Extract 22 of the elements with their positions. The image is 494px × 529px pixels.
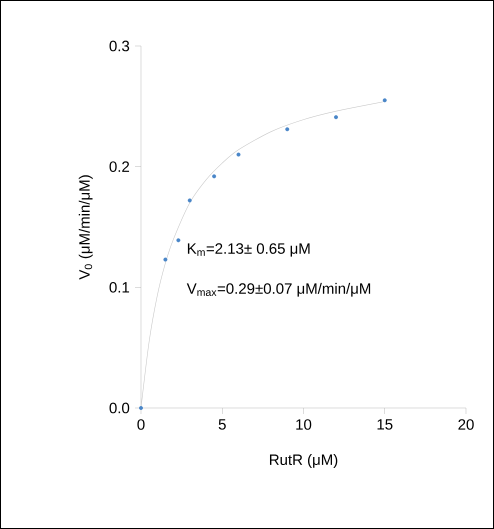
y-tick-label: 0.1 [110,282,130,293]
y-tick-label: 0.2 [110,161,130,172]
point [382,98,387,102]
point [236,152,240,157]
y-tick-label: 0.0 [110,402,130,414]
x-tick-label: 15 [378,419,392,430]
point [212,174,216,178]
point [334,115,338,120]
x-tick-label: 10 [296,419,312,430]
x-tick-label: 0 [137,419,145,430]
point [138,406,143,410]
point [176,238,180,242]
annotation: V$_{max}$=0.29±0.07 μM/min/μM [186,282,370,297]
y-tick-label: 0.3 [110,40,130,52]
x-axis-title: RutR (μM) [270,454,338,468]
point [285,127,290,132]
point [188,198,192,202]
annotation: K$_{m}$=2.13± 0.65 μM [188,243,310,257]
x-tick-label: 20 [458,419,474,430]
y-axis-title: V$_{0}$ (μM/min/μM) [78,175,93,280]
x-tick-label: 5 [218,419,226,430]
point [163,258,168,262]
